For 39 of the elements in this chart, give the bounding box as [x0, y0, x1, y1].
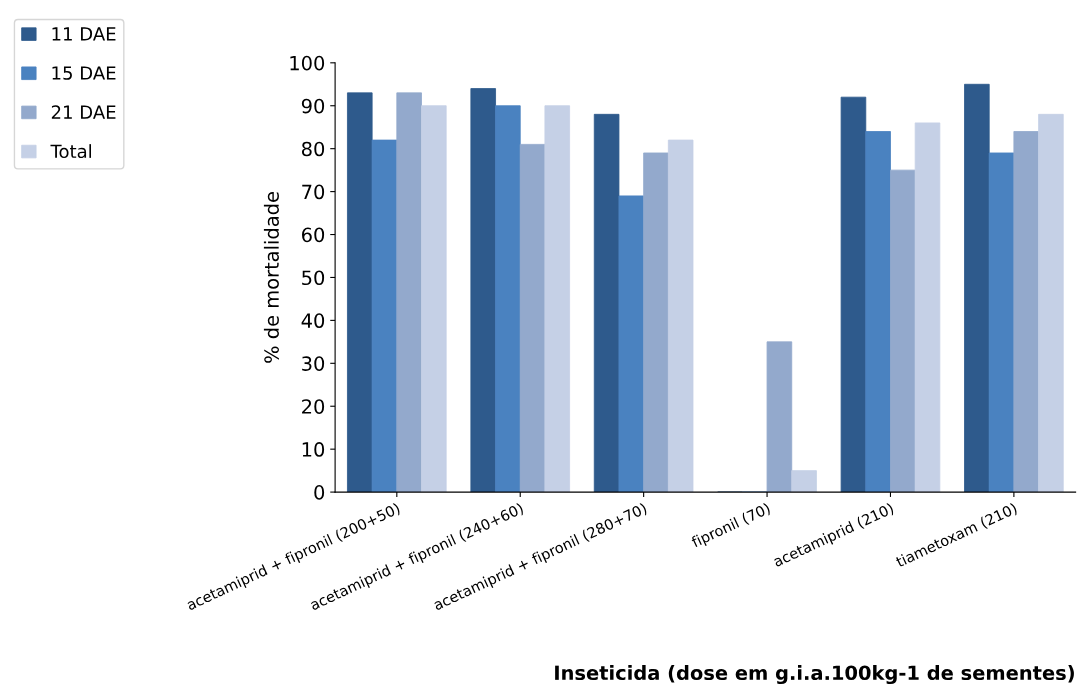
y-tick-label: 0	[314, 485, 325, 500]
bar	[618, 195, 645, 493]
bar	[791, 470, 817, 493]
bar	[421, 105, 447, 493]
y-tick-label: 10	[302, 442, 325, 457]
y-tick-label: 90	[301, 98, 325, 114]
bar	[396, 92, 422, 493]
y-tick-label: 100	[290, 55, 325, 71]
legend-label: 11 DAE	[52, 27, 116, 41]
y-tick-label: 60	[302, 227, 325, 243]
bar	[1038, 113, 1064, 493]
legend-label: Total	[50, 144, 92, 159]
y-tick-label: 50	[302, 270, 325, 286]
bar	[544, 105, 571, 493]
y-tick-label: 30	[302, 356, 325, 371]
bar	[495, 105, 521, 493]
bar	[964, 83, 990, 493]
bar	[840, 96, 867, 493]
y-tick-label: 40	[301, 313, 325, 329]
bar	[1013, 131, 1039, 493]
bar	[988, 152, 1015, 493]
bar	[890, 169, 916, 493]
bar	[667, 139, 694, 493]
bar	[865, 131, 891, 493]
y-axis-title: % de mortalidade	[263, 192, 279, 363]
legend-label: 15 DAE	[52, 66, 116, 80]
bar	[914, 122, 941, 493]
bar	[593, 113, 620, 493]
x-axis-title: Inseticida (dose em g.i.a.100kg-1 de sementes)	[555, 665, 1074, 685]
y-tick-label: 70	[302, 184, 325, 200]
y-tick-label: 20	[302, 399, 325, 414]
bar	[766, 341, 793, 493]
y-tick-label: 80	[301, 141, 325, 157]
bar	[371, 139, 398, 493]
bar	[470, 88, 496, 493]
legend-label: 21 DAE	[51, 105, 116, 119]
bar	[347, 92, 373, 493]
bar	[643, 152, 669, 493]
bar	[519, 143, 546, 493]
